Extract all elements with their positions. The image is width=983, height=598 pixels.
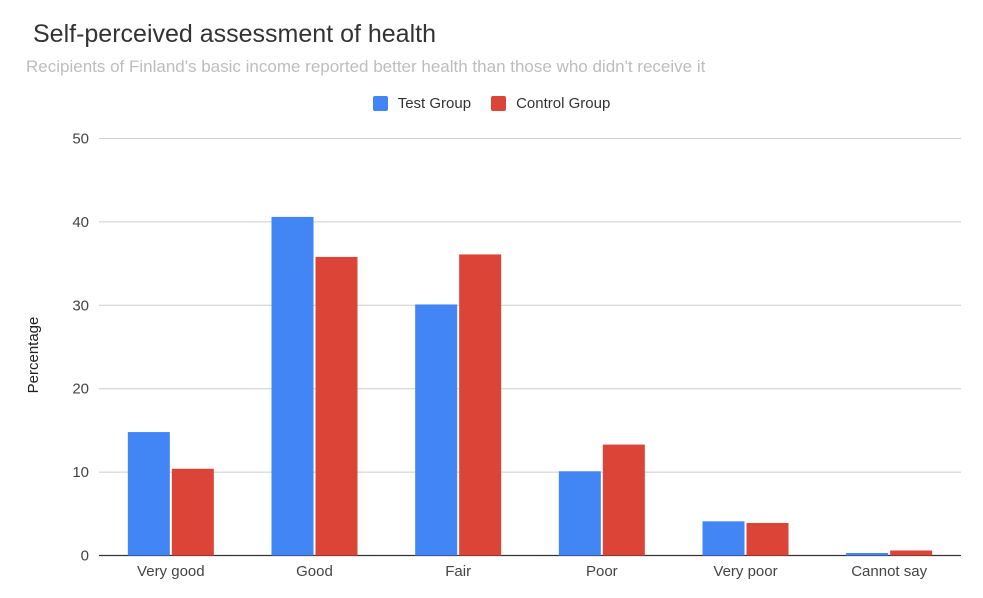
y-tick-label: 50	[72, 131, 89, 148]
bar-control-group[interactable]	[459, 254, 502, 556]
y-tick-label: 20	[72, 381, 89, 398]
x-tick-labels: Very good Good Fair Poor Very poor Cannot say	[137, 563, 928, 580]
bar-control-group[interactable]	[890, 550, 933, 556]
chart-title: Self-perceived assessment of health	[33, 20, 436, 48]
bar-test-group[interactable]	[127, 432, 170, 556]
x-tick-label: Very poor	[713, 563, 777, 580]
bar-test-group[interactable]	[415, 304, 458, 556]
gridlines	[99, 138, 961, 557]
y-tick-label: 10	[72, 464, 89, 481]
legend-swatch-control-group	[491, 95, 507, 111]
y-tick-label: 0	[81, 548, 89, 565]
y-tick-label: 40	[72, 214, 89, 231]
y-tick-label: 30	[72, 297, 89, 314]
bar-control-group[interactable]	[746, 522, 789, 556]
bar-control-group[interactable]	[171, 468, 214, 556]
bar-test-group[interactable]	[271, 216, 314, 556]
legend-label-control-group: Control Group	[516, 94, 611, 112]
bar-control-group[interactable]	[315, 256, 358, 556]
bar-test-group[interactable]	[846, 552, 889, 556]
chart-subtitle: Recipients of Finland's basic income rep…	[26, 57, 706, 76]
legend-swatch-test-group	[372, 95, 388, 111]
legend-label-test-group: Test Group	[397, 94, 472, 112]
legend-item-control-group[interactable]: Control Group	[491, 95, 610, 112]
x-tick-label: Very good	[137, 563, 205, 580]
x-tick-label: Good	[296, 563, 333, 580]
x-tick-label: Poor	[586, 563, 618, 580]
bars	[127, 216, 933, 556]
legend-item-test-group[interactable]: Test Group	[372, 94, 472, 112]
legend: Test Group Control Group	[0, 92, 983, 114]
x-tick-label: Fair	[445, 563, 471, 580]
bar-test-group[interactable]	[702, 521, 745, 556]
bar-test-group[interactable]	[558, 471, 601, 556]
y-axis-label: Percentage	[25, 317, 42, 394]
bar-control-group[interactable]	[602, 444, 645, 556]
x-tick-label: Cannot say	[851, 563, 927, 580]
y-tick-labels: 0 10 20 30 40 50	[72, 131, 89, 565]
